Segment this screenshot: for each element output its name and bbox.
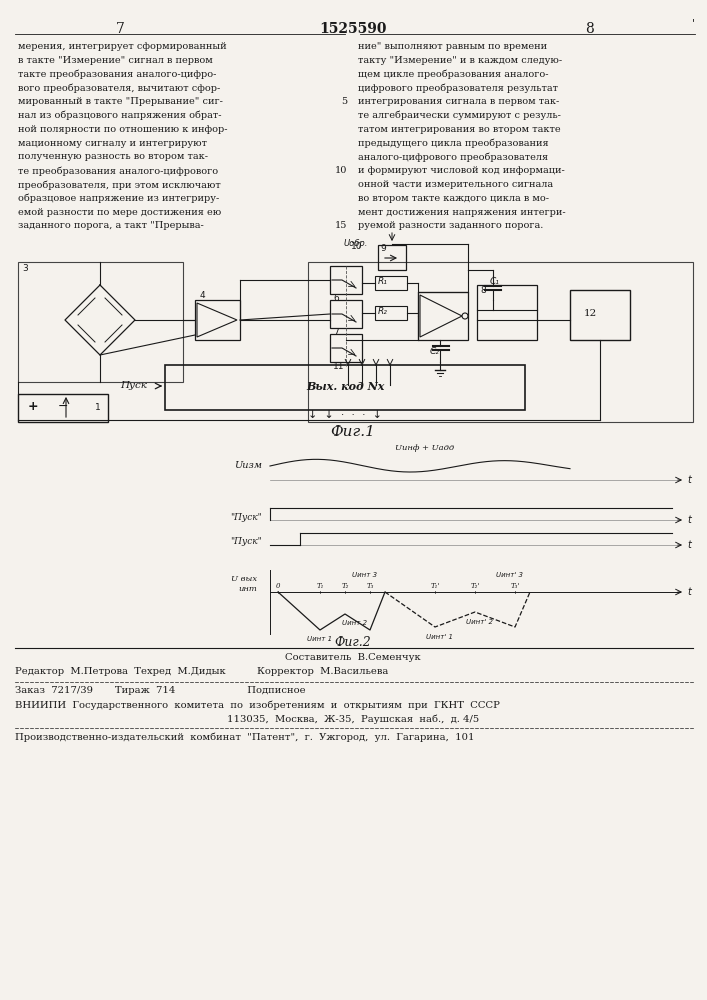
- Text: руемой разности заданного порога.: руемой разности заданного порога.: [358, 221, 544, 230]
- Bar: [570, 290, 630, 340]
- Text: те преобразования аналого-цифрового: те преобразования аналого-цифрового: [18, 166, 218, 176]
- Text: Uинт' 3: Uинт' 3: [496, 572, 523, 578]
- Text: 113035,  Москва,  Ж-35,  Раушская  наб.,  д. 4/5: 113035, Москва, Ж-35, Раушская наб., д. …: [227, 714, 479, 724]
- Text: T₂: T₂: [341, 582, 349, 590]
- Text: Uинт 1: Uинт 1: [308, 636, 332, 642]
- Text: мент достижения напряжения интегри-: мент достижения напряжения интегри-: [358, 208, 566, 217]
- Bar: [418, 292, 468, 340]
- Bar: [477, 285, 537, 340]
- Text: 12: 12: [583, 310, 597, 318]
- Text: 7: 7: [333, 328, 339, 337]
- Text: Uинт 3: Uинт 3: [352, 572, 378, 578]
- Bar: [375, 306, 407, 320]
- Text: ной полярности по отношению к инфор-: ной полярности по отношению к инфор-: [18, 125, 228, 134]
- Text: предыдущего цикла преобразования: предыдущего цикла преобразования: [358, 139, 549, 148]
- Text: T₂': T₂': [470, 582, 479, 590]
- Text: 1525590: 1525590: [320, 22, 387, 36]
- Text: те алгебраически суммируют с резуль-: те алгебраически суммируют с резуль-: [358, 111, 561, 120]
- Text: Uинф + Uадд: Uинф + Uадд: [395, 444, 455, 452]
- Bar: [375, 276, 407, 290]
- Text: R₁: R₁: [378, 277, 388, 286]
- Text: 1: 1: [95, 403, 101, 412]
- Text: t: t: [687, 475, 691, 485]
- Bar: [330, 266, 362, 294]
- Bar: [378, 245, 406, 270]
- Text: Uинт 2: Uинт 2: [342, 620, 368, 626]
- Text: 11: 11: [333, 362, 344, 371]
- Text: заданного порога, а такт "Прерыва-: заданного порога, а такт "Прерыва-: [18, 221, 204, 230]
- Bar: [18, 262, 183, 382]
- Text: 4: 4: [200, 291, 206, 300]
- Text: 8: 8: [585, 22, 595, 36]
- Text: Пуск: Пуск: [120, 381, 147, 390]
- Text: щем цикле преобразования аналого-: щем цикле преобразования аналого-: [358, 70, 549, 79]
- Bar: [195, 300, 240, 340]
- Text: U вых
инт: U вых инт: [231, 575, 257, 593]
- Text: преобразователя, при этом исключают: преобразователя, при этом исключают: [18, 180, 221, 190]
- Text: в такте "Измерение" сигнал в первом: в такте "Измерение" сигнал в первом: [18, 56, 213, 65]
- Text: 10: 10: [351, 242, 362, 251]
- Text: 5: 5: [341, 97, 347, 106]
- Text: 10: 10: [334, 166, 347, 175]
- Text: R₂: R₂: [378, 308, 388, 316]
- Text: Uинт' 2: Uинт' 2: [467, 619, 493, 625]
- Bar: [330, 300, 362, 328]
- Text: во втором такте каждого цикла в мо-: во втором такте каждого цикла в мо-: [358, 194, 549, 203]
- Text: 9: 9: [380, 244, 386, 253]
- Text: 6: 6: [333, 294, 339, 303]
- Text: t: t: [687, 540, 691, 550]
- Text: −: −: [58, 399, 69, 412]
- Text: Заказ  7217/39       Тираж  714                       Подписное: Заказ 7217/39 Тираж 714 Подписное: [15, 686, 305, 695]
- Text: Производственно-издательский  комбинат  "Патент",  г.  Ужгород,  ул.  Гагарина, : Производственно-издательский комбинат "П…: [15, 732, 474, 742]
- Text: Uинт' 1: Uинт' 1: [426, 634, 453, 640]
- Text: ': ': [692, 18, 695, 28]
- Text: C₂: C₂: [430, 348, 440, 357]
- Bar: [330, 334, 362, 362]
- Text: образцовое напряжение из интегриру-: образцовое напряжение из интегриру-: [18, 194, 219, 203]
- Text: такте преобразования аналого-цифро-: такте преобразования аналого-цифро-: [18, 70, 216, 79]
- Text: T₁': T₁': [431, 582, 440, 590]
- Text: Вых. код Nх: Вых. код Nх: [306, 380, 384, 391]
- Text: Фиг.2: Фиг.2: [334, 636, 371, 649]
- Text: T₃': T₃': [510, 582, 520, 590]
- Text: мированный в такте "Прерывание" сиг-: мированный в такте "Прерывание" сиг-: [18, 97, 223, 106]
- Text: полученную разность во втором так-: полученную разность во втором так-: [18, 152, 208, 161]
- Text: Uобр.: Uобр.: [344, 238, 368, 247]
- Text: t: t: [687, 515, 691, 525]
- Text: C₁: C₁: [490, 277, 500, 286]
- Text: +: +: [28, 399, 39, 412]
- Text: 3: 3: [22, 264, 28, 273]
- Text: интегрирования сигнала в первом так-: интегрирования сигнала в первом так-: [358, 97, 559, 106]
- Text: 0: 0: [276, 582, 280, 590]
- Text: цифрового преобразователя результат: цифрового преобразователя результат: [358, 83, 558, 93]
- Text: ние" выполняют равным по времени: ние" выполняют равным по времени: [358, 42, 547, 51]
- Text: Фиг.1: Фиг.1: [331, 425, 375, 439]
- Text: "Пуск": "Пуск": [230, 512, 262, 522]
- Bar: [18, 394, 108, 422]
- Text: 15: 15: [334, 221, 347, 230]
- Text: ↓  ↓  ·  ·  ·  ↓: ↓ ↓ · · · ↓: [308, 410, 382, 420]
- Text: и формируют числовой код информаци-: и формируют числовой код информаци-: [358, 166, 565, 175]
- Text: татом интегрирования во втором такте: татом интегрирования во втором такте: [358, 125, 561, 134]
- Text: ВНИИПИ  Государственного  комитета  по  изобретениям  и  открытиям  при  ГКНТ  С: ВНИИПИ Государственного комитета по изоб…: [15, 700, 500, 710]
- Text: мерения, интегрирует сформированный: мерения, интегрирует сформированный: [18, 42, 227, 51]
- Text: емой разности по мере достижения ею: емой разности по мере достижения ею: [18, 208, 221, 217]
- Bar: [165, 365, 525, 410]
- Text: T₃: T₃: [366, 582, 374, 590]
- Text: "Пуск": "Пуск": [230, 538, 262, 546]
- Text: 8: 8: [480, 286, 486, 295]
- Text: t: t: [687, 587, 691, 597]
- Text: вого преобразователя, вычитают сфор-: вого преобразователя, вычитают сфор-: [18, 83, 221, 93]
- Text: нал из образцового напряжения обрат-: нал из образцового напряжения обрат-: [18, 111, 221, 120]
- Text: такту "Измерение" и в каждом следую-: такту "Измерение" и в каждом следую-: [358, 56, 562, 65]
- Text: мационному сигналу и интегрируют: мационному сигналу и интегрируют: [18, 139, 207, 148]
- Text: Составитель  В.Семенчук: Составитель В.Семенчук: [285, 653, 421, 662]
- Text: T₁: T₁: [316, 582, 324, 590]
- Text: 7: 7: [115, 22, 124, 36]
- Text: онной части измерительного сигнала: онной части измерительного сигнала: [358, 180, 553, 189]
- Text: аналого-цифрового преобразователя: аналого-цифрового преобразователя: [358, 152, 548, 162]
- Text: Редактор  М.Петрова  Техред  М.Дидык          Корректор  М.Васильева: Редактор М.Петрова Техред М.Дидык Коррек…: [15, 667, 388, 676]
- Text: Uизм: Uизм: [234, 462, 262, 471]
- Bar: [308, 262, 693, 422]
